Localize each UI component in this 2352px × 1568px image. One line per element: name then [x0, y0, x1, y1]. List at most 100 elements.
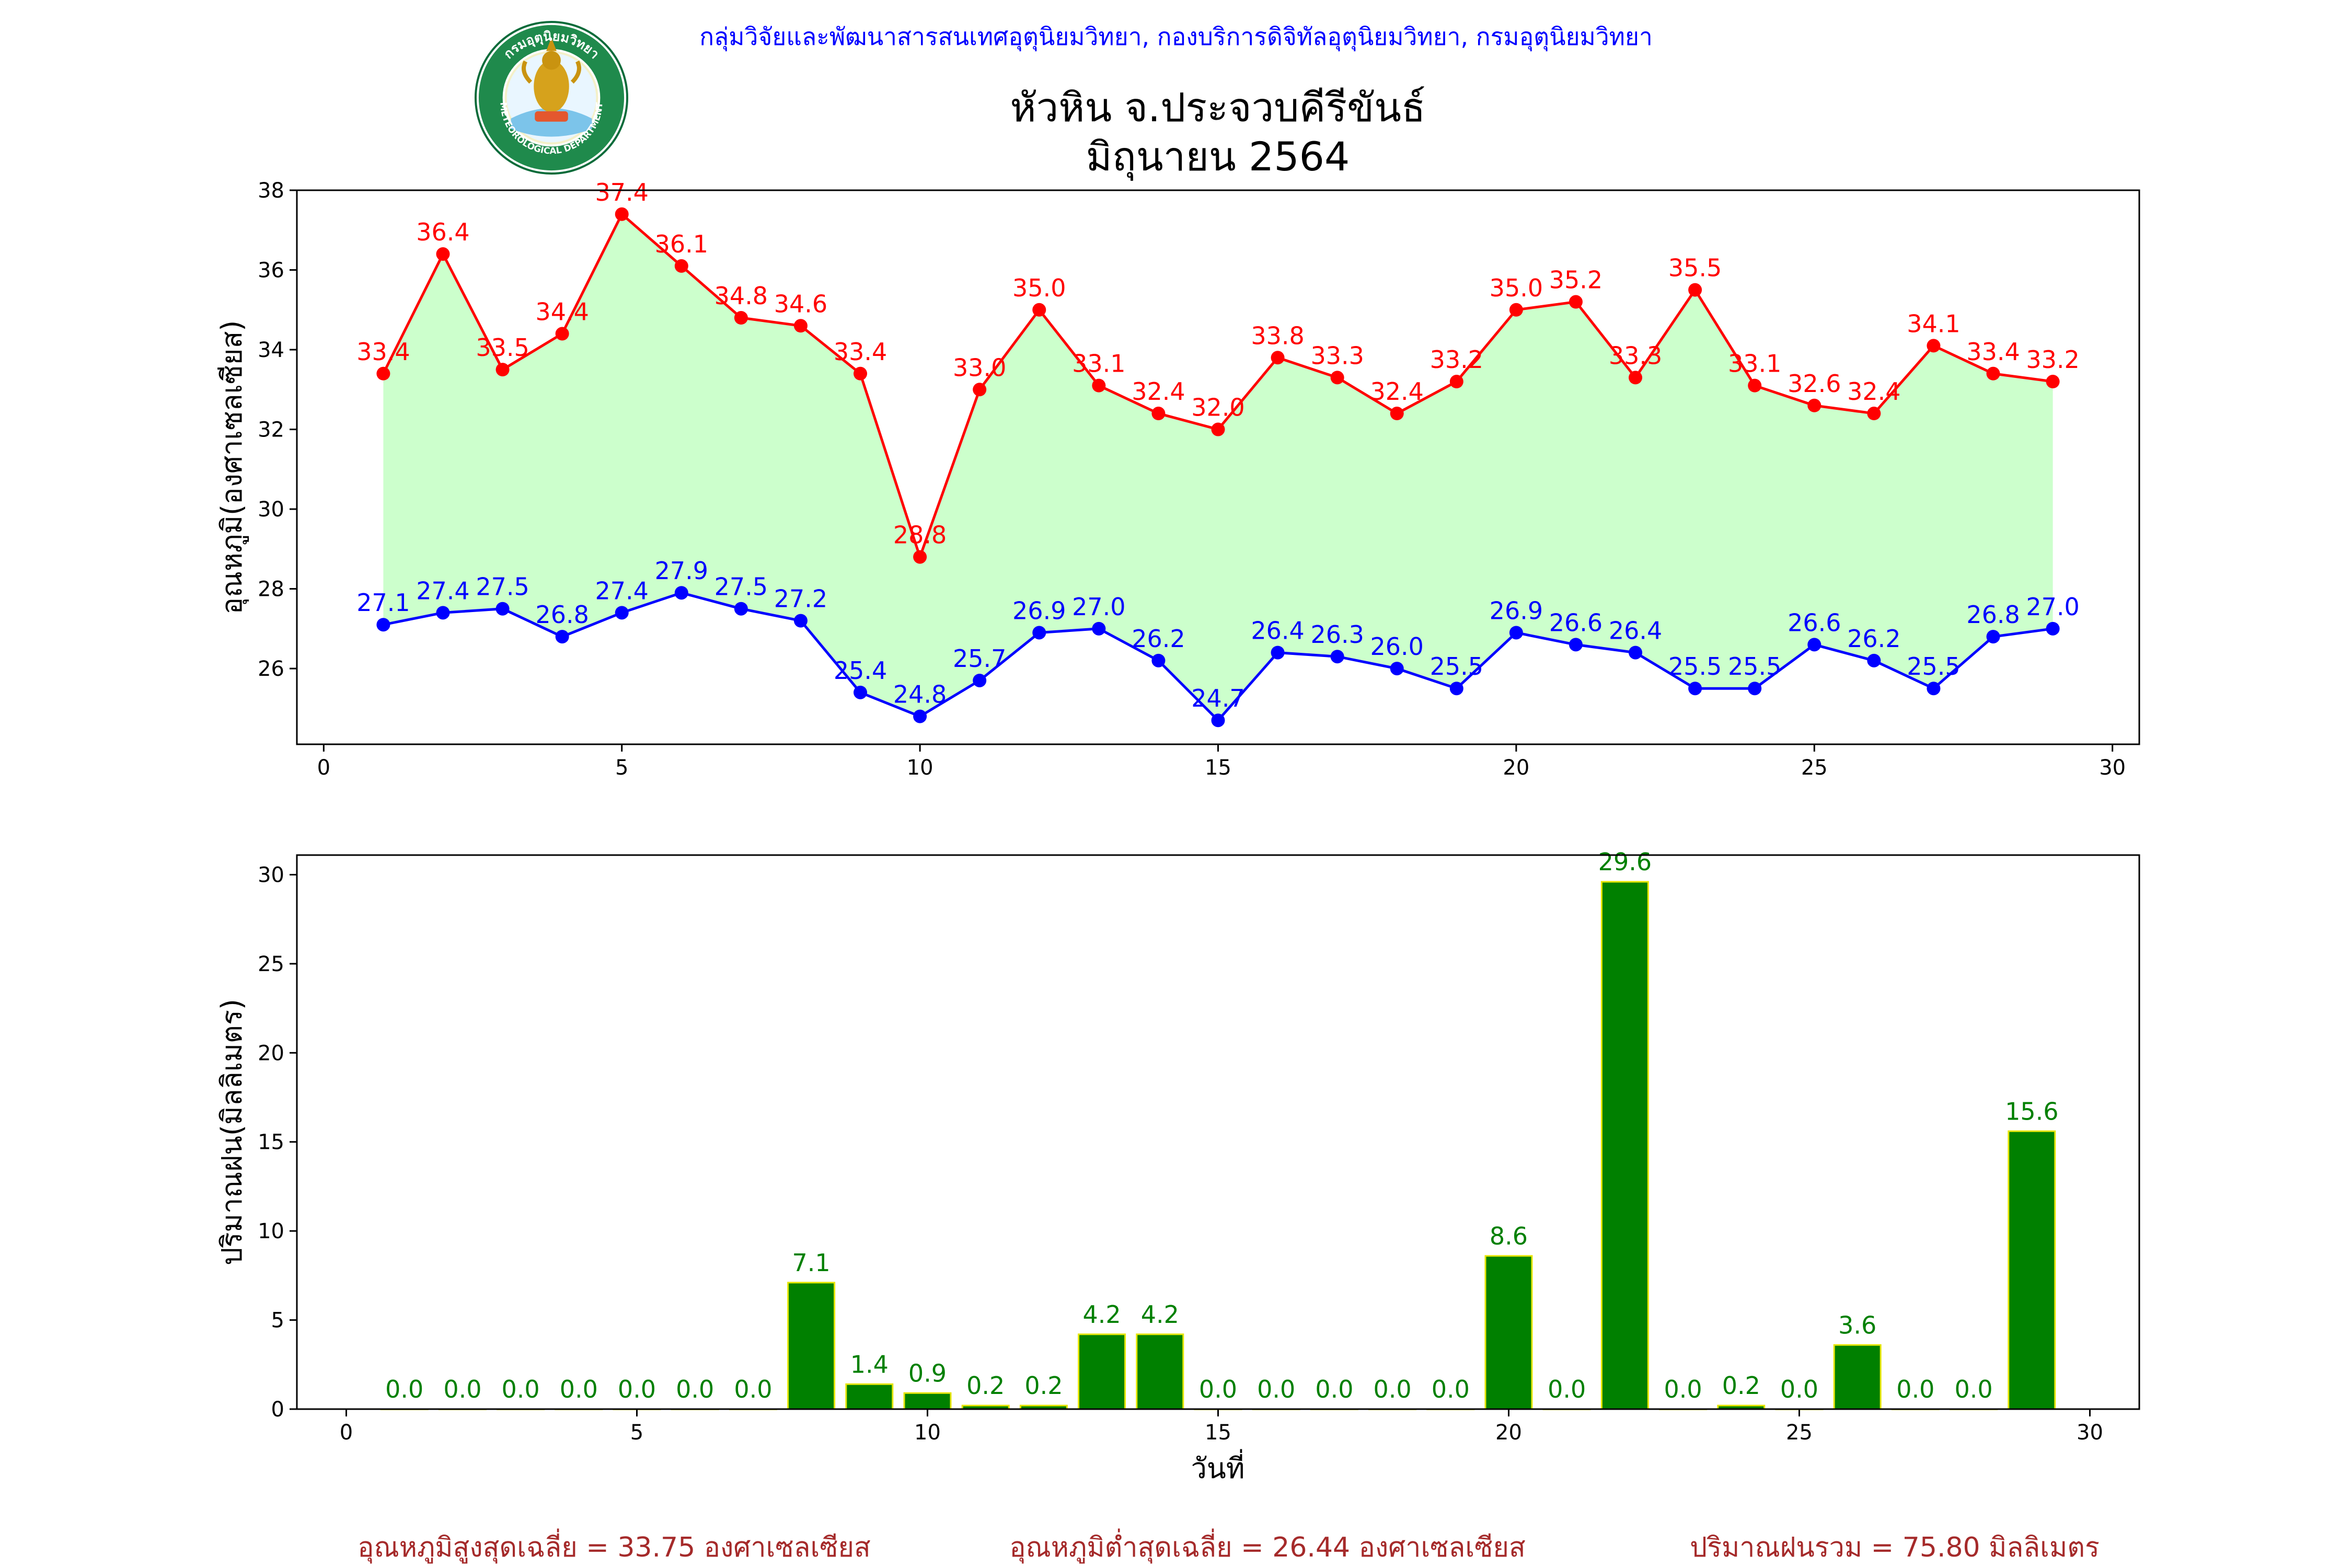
min-temperature-point: [1032, 626, 1046, 640]
max-temperature-data-label: 35.0: [1490, 274, 1543, 302]
max-temperature-point: [1330, 371, 1344, 385]
min-temperature-point: [1271, 645, 1285, 660]
max-temperature-point: [734, 311, 748, 325]
rainfall-bar: [787, 1282, 836, 1410]
min-temperature-data-label: 26.8: [1966, 601, 2020, 629]
max-temperature-point: [793, 319, 808, 333]
max-temperature-point: [1092, 378, 1106, 393]
min-temperature-data-label: 26.0: [1370, 632, 1424, 661]
max-temperature-data-label: 33.4: [1966, 338, 2020, 366]
temperature-panel: 33.436.433.534.437.436.134.8 34.633.428.8…: [215, 178, 2140, 780]
rainfall-bar: [903, 1392, 952, 1410]
max-temperature-data-label: 28.8: [893, 521, 947, 549]
temperature-x-tick-label: 5: [615, 756, 628, 780]
max-temperature-point: [376, 366, 390, 381]
rainfall-data-label: 0.2: [966, 1371, 1005, 1400]
min-temperature-data-label: 26.9: [1490, 596, 1543, 625]
min-temperature-point: [1390, 662, 1404, 676]
rainfall-data-label: 0.0: [1199, 1375, 1237, 1403]
temperature-range-fill: [383, 214, 2053, 721]
max-temperature-point: [1807, 398, 1821, 412]
rainfall-x-axis-label: วันที่: [1191, 1449, 1245, 1485]
meteorological-department-logo: กรมอุตุนิยมวิทยา METEOROLOGICAL DEPARTME…: [474, 20, 629, 175]
max-temperature-point: [1032, 303, 1046, 317]
rainfall-data-label: 0.0: [385, 1375, 423, 1403]
min-temperature-data-label: 24.8: [893, 681, 947, 709]
rainfall-data-label: 0.0: [618, 1375, 656, 1403]
max-temperature-data-label: 33.4: [834, 338, 887, 366]
rainfall-x-tick-label: 5: [630, 1421, 643, 1445]
max-temperature-data-label: 34.6: [774, 290, 827, 318]
rainfall-y-tick-label: 5: [271, 1309, 284, 1333]
min-temperature-data-label: 26.2: [1847, 625, 1900, 653]
max-temperature-data-label: 36.1: [655, 230, 708, 258]
rainfall-bar: [845, 1383, 894, 1410]
temperature-y-tick-label: 38: [258, 179, 284, 203]
max-temperature-data-label: 32.4: [1132, 377, 1185, 406]
rainfall-data-label: 0.0: [1257, 1375, 1295, 1403]
chart-title-line2: มิถุนายน 2564: [1086, 133, 1350, 181]
rainfall-y-tick-label: 15: [258, 1131, 284, 1155]
max-temperature-data-label: 33.5: [476, 333, 529, 362]
rainfall-data-label: 0.0: [1664, 1375, 1702, 1403]
min-temperature-point: [913, 709, 927, 723]
max-temperature-data-label: 33.0: [953, 353, 1006, 382]
temperature-y-tick-label: 32: [258, 418, 284, 442]
temperature-y-tick-label: 30: [258, 498, 284, 522]
max-temperature-point: [2046, 375, 2060, 389]
temperature-x-tick-label: 25: [1801, 756, 1828, 780]
footer-total-rainfall: ปริมาณฝนรวม = 75.80 มิลลิเมตร: [1690, 1532, 2100, 1563]
rainfall-data-label: 0.0: [560, 1375, 598, 1403]
footer-average-min-temp: อุณหภูมิต่ำสุดเฉลี่ย = 26.44 องศาเซลเซีย…: [1009, 1528, 1525, 1564]
max-temperature-data-label: 34.1: [1907, 309, 1960, 338]
min-temperature-data-label: 27.5: [714, 573, 768, 601]
max-temperature-data-label: 33.4: [356, 338, 410, 366]
max-temperature-point: [555, 327, 569, 341]
temperature-x-tick-label: 20: [1503, 756, 1529, 780]
rainfall-data-label: 4.2: [1083, 1300, 1121, 1329]
rainfall-bar: [1484, 1255, 1533, 1410]
min-temperature-point: [1509, 626, 1523, 640]
min-temperature-point: [436, 606, 450, 620]
min-temperature-data-label: 26.3: [1310, 620, 1364, 649]
max-temperature-point: [913, 550, 927, 564]
rainfall-data-label: 0.0: [1548, 1375, 1586, 1403]
rainfall-bar: [2008, 1130, 2056, 1410]
max-temperature-point: [1569, 295, 1583, 309]
rainfall-data-label: 0.0: [1896, 1375, 1934, 1403]
min-temperature-data-label: 26.8: [535, 601, 589, 629]
min-temperature-point: [674, 586, 688, 600]
rainfall-data-label: 0.0: [1780, 1375, 1818, 1403]
rainfall-x-tick-label: 30: [2077, 1421, 2103, 1445]
max-temperature-data-label: 33.3: [1310, 341, 1364, 370]
rainfall-x-tick-label: 0: [340, 1421, 353, 1445]
rainfall-panel: 0.0 0.0 0.0 0.0 0.0 0.0 0.0 7.1 1.4 0.9 0.2 0.2 4.2 4…: [215, 848, 2140, 1485]
rainfall-y-tick-label: 10: [258, 1219, 284, 1243]
min-temperature-data-label: 26.9: [1012, 596, 1066, 625]
min-temperature-data-label: 25.5: [1668, 652, 1722, 681]
temperature-y-tick-label: 34: [258, 338, 284, 362]
min-temperature-point: [1211, 713, 1225, 728]
max-temperature-data-label: 32.4: [1370, 377, 1424, 406]
rainfall-data-label: 4.2: [1141, 1300, 1179, 1329]
rainfall-x-tick-label: 25: [1786, 1421, 1813, 1445]
min-temperature-point: [1092, 621, 1106, 636]
max-temperature-point: [1509, 303, 1523, 317]
min-temperature-data-label: 27.5: [476, 573, 529, 601]
min-temperature-data-label: 26.4: [1251, 617, 1304, 645]
max-temperature-data-label: 34.8: [714, 282, 768, 310]
rainfall-data-label: 0.0: [1955, 1375, 1993, 1403]
min-temperature-point: [973, 673, 987, 687]
max-temperature-data-label: 33.1: [1072, 350, 1125, 378]
min-temperature-data-label: 27.4: [416, 577, 469, 605]
rainfall-data-label: 0.9: [908, 1359, 947, 1387]
max-temperature-point: [1748, 378, 1762, 393]
rainfall-data-label: 8.6: [1490, 1222, 1528, 1250]
max-temperature-data-label: 32.0: [1191, 394, 1244, 422]
rainfall-bar: [1600, 881, 1649, 1410]
max-temperature-data-label: 32.6: [1788, 370, 1841, 398]
min-temperature-point: [1986, 630, 2000, 644]
rainfall-bar: [1136, 1333, 1184, 1410]
min-temperature-data-label: 25.5: [1430, 652, 1483, 681]
